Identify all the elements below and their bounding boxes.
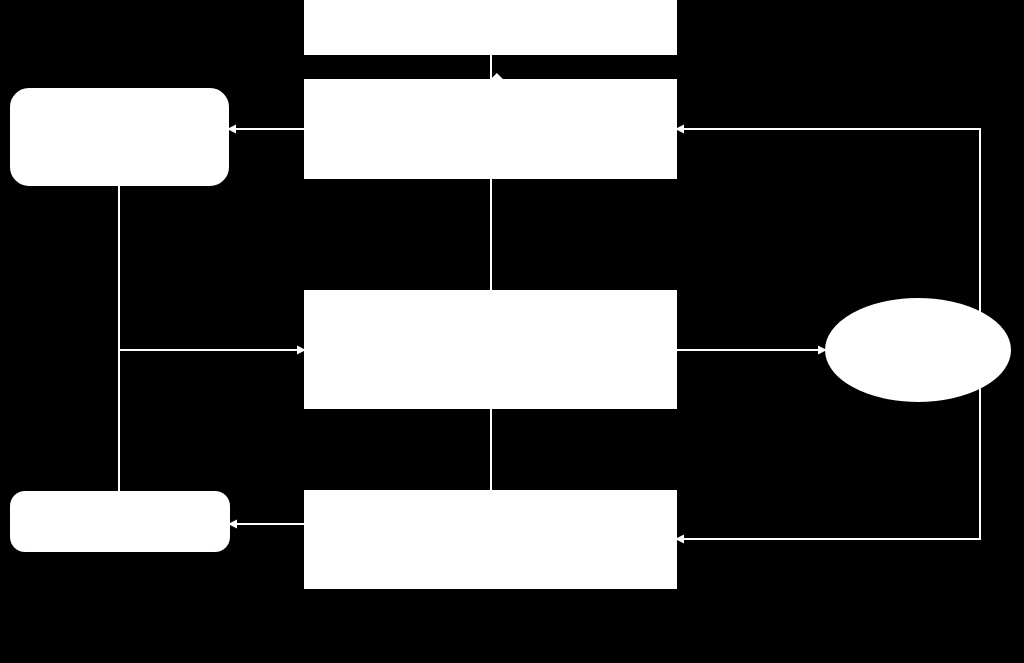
- node-leftTop: [11, 89, 228, 185]
- node-top: [305, 0, 676, 54]
- caption-superscript: ©: [916, 601, 925, 615]
- edge-ellipse-main3: [676, 388, 980, 539]
- edge-ellipse-main1: [676, 129, 980, 312]
- node-main1: [305, 80, 676, 178]
- node-main2: [305, 291, 676, 408]
- caption-text: Oulun yliopistollinen sairaala ja Hoitot…: [362, 603, 916, 625]
- node-main3: [305, 491, 676, 588]
- edge-leftTop-main2: [119, 185, 305, 350]
- copyright-caption: Oulun yliopistollinen sairaala ja Hoitot…: [362, 601, 925, 626]
- node-leftBot: [11, 492, 229, 551]
- node-ellipse: [826, 299, 1010, 401]
- flowchart-canvas: [0, 0, 1024, 663]
